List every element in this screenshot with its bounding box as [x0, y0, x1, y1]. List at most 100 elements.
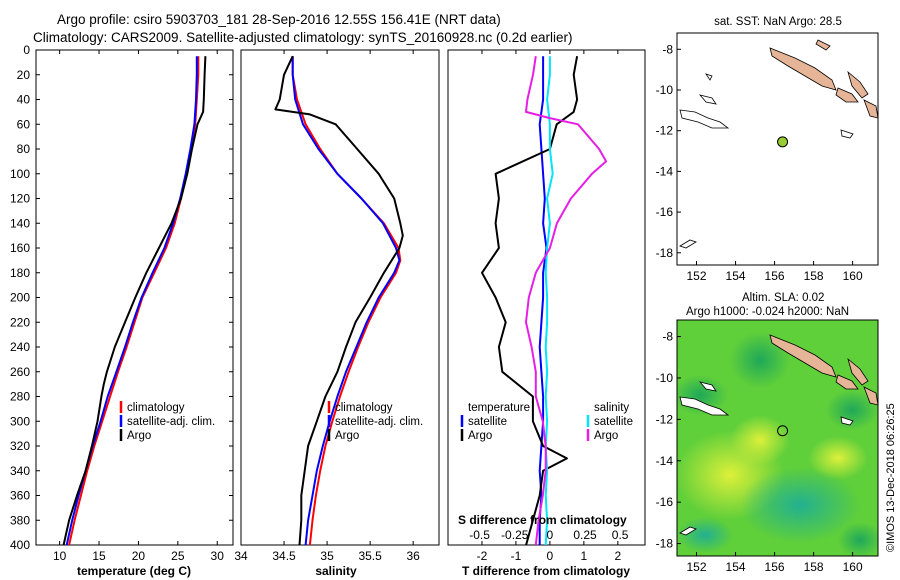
temperature-x-ticks: 10 15 20 25 30	[53, 50, 224, 563]
depth-tick-label: 220	[10, 315, 30, 329]
difference-s-ticks: -0.5 -0.25 0 0.25 0.5	[469, 528, 629, 542]
diff-legend-s-argo: Argo	[594, 430, 618, 442]
depth-tick-label: 320	[10, 439, 30, 453]
x-tick-label: 10	[53, 549, 67, 563]
x-tick-label: 1	[581, 549, 588, 563]
reef-outline-icon	[679, 396, 730, 416]
sla-low-patch	[740, 467, 860, 543]
reef-outline-icon	[840, 129, 854, 139]
argo-float-marker	[777, 136, 789, 148]
map-lon-tick-label: 154	[726, 560, 746, 574]
x-tick-label: 34.5	[272, 549, 296, 563]
reef-outline-icon	[840, 416, 854, 426]
salinity-legend: climatology satellite-adj. clim. Argo	[327, 401, 423, 442]
sst-map-coastlines	[679, 39, 879, 249]
difference-x-ticks: -2 -1 0 1 2	[477, 50, 621, 563]
land-icon	[835, 374, 859, 390]
depth-tick-label: 400	[10, 538, 30, 552]
map-lat-tick-label: -16	[656, 495, 674, 509]
reef-outline-icon	[705, 73, 713, 81]
depth-tick-label: 160	[10, 241, 30, 255]
depth-tick-label: 60	[17, 117, 31, 131]
temperature-legend: climatology satellite-adj. clim. Argo	[119, 401, 215, 442]
s-tick-label: 0.25	[573, 528, 597, 542]
map-lat-tick-label: -8	[662, 42, 673, 56]
sla-map-coastlines	[679, 334, 879, 536]
series-line-climatology	[291, 56, 402, 546]
sla-low-patch	[826, 390, 878, 430]
map-lon-tick-label: 158	[804, 269, 824, 283]
salinity-x-ticks: 34 34.5 35 35.5 36	[234, 50, 420, 563]
reef-outline-icon	[698, 94, 717, 105]
sla-low-patch	[838, 522, 878, 556]
series-line-satellite-adj-clim-	[291, 56, 401, 546]
sal-legend-climatology: climatology	[335, 402, 393, 414]
sla-high-patch	[730, 415, 790, 465]
map-lat-tick-label: -8	[662, 330, 673, 344]
map-lon-tick-label: 154	[726, 269, 746, 283]
diff-legend-s-satellite: satellite	[594, 416, 633, 428]
land-icon	[769, 47, 837, 91]
map-lon-tick-label: 160	[843, 560, 863, 574]
temperature-xlabel: temperature (deg C)	[77, 564, 191, 578]
x-tick-label: 15	[92, 549, 106, 563]
sst-map-ticks: 152 154 156 158 160 -8 -10 -12 -14 -16 -18	[656, 42, 863, 283]
reef-outline-icon	[679, 239, 697, 249]
depth-tick-label: 280	[10, 390, 30, 404]
sla-map-title-1: Altim. SLA: 0.02	[742, 292, 824, 304]
x-tick-label: 2	[614, 549, 621, 563]
depth-tick-label: 240	[10, 340, 30, 354]
map-lat-tick-label: -18	[656, 537, 674, 551]
map-lon-tick-label: 158	[804, 560, 824, 574]
salinity-series	[274, 55, 404, 546]
map-lon-tick-label: 152	[686, 560, 706, 574]
depth-tick-label: 300	[10, 414, 30, 428]
x-tick-label: 35.5	[358, 549, 382, 563]
sla-high-patch	[808, 436, 868, 480]
sla-map-title-2: Argo h1000: -0.024 h2000: NaN	[686, 306, 849, 318]
depth-tick-label: 200	[10, 291, 30, 305]
diff-legend-t-satellite: satellite	[468, 416, 507, 428]
sst-map-title: sat. SST: NaN Argo: 28.5	[714, 16, 842, 28]
series-line-argo	[274, 55, 404, 546]
land-icon	[835, 87, 859, 103]
credit-text: ©IMOS 13-Dec-2018 06:26:25	[885, 403, 897, 552]
map-lat-tick-label: -10	[656, 371, 674, 385]
s-tick-label: -0.5	[469, 528, 490, 542]
reef-outline-icon	[679, 526, 697, 536]
difference-legend: temperature satellite Argo salinity sate…	[460, 402, 633, 442]
depth-tick-label: 100	[10, 167, 30, 181]
land-icon	[863, 99, 879, 119]
argo-float-marker	[777, 425, 789, 437]
x-tick-label: 34	[234, 549, 248, 563]
temp-legend-climatology: climatology	[127, 402, 185, 414]
sal-legend-argo: Argo	[335, 430, 359, 442]
diff-legend-temperature-title: temperature	[468, 402, 530, 414]
x-tick-label: 36	[406, 549, 420, 563]
series-line-argo-salinity-	[525, 56, 608, 546]
s-tick-label: 0.5	[612, 528, 629, 542]
sla-low-patch	[677, 517, 733, 553]
map-lat-tick-label: -18	[656, 246, 674, 260]
sst-map-panel: sat. SST: NaN Argo: 28.5 152 154 156 158 160…	[656, 16, 879, 283]
sla-low-patch	[730, 332, 790, 388]
land-icon	[769, 334, 837, 378]
map-lat-tick-label: -12	[656, 412, 674, 426]
map-lon-tick-label: 160	[843, 269, 863, 283]
reef-outline-icon	[698, 381, 717, 392]
temperature-panel: 10 15 20 25 30 02040608010012014016018020022…	[10, 43, 645, 578]
x-tick-label: 0	[547, 549, 554, 563]
header-line-1: Argo profile: csiro 5903703_181 28-Sep-2…	[57, 12, 501, 27]
map-lon-tick-label: 156	[765, 560, 785, 574]
reef-outline-icon	[679, 109, 730, 129]
depth-tick-label: 360	[10, 489, 30, 503]
map-lon-tick-label: 156	[765, 269, 785, 283]
temp-legend-satellite: satellite-adj. clim.	[127, 416, 215, 428]
map-lon-tick-label: 152	[686, 269, 706, 283]
sla-map-field	[677, 320, 878, 556]
map-lat-tick-label: -14	[656, 164, 674, 178]
s-tick-label: -0.25	[501, 528, 529, 542]
salinity-axes-frame	[240, 49, 440, 546]
depth-tick-label: 140	[10, 216, 30, 230]
